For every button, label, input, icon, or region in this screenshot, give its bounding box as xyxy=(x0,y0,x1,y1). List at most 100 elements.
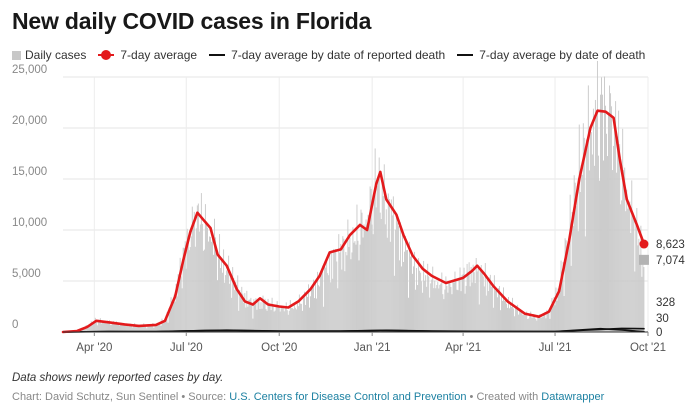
daily-case-bar xyxy=(344,271,346,332)
daily-case-bar xyxy=(509,308,510,332)
daily-case-bar xyxy=(643,267,645,332)
daily-case-bar xyxy=(113,321,114,332)
daily-case-bar xyxy=(441,272,443,332)
daily-case-bar xyxy=(334,250,336,332)
daily-case-bar xyxy=(632,214,634,332)
daily-case-bar xyxy=(629,201,631,332)
daily-case-bar xyxy=(303,291,305,332)
daily-case-bar xyxy=(588,170,590,332)
daily-case-bar xyxy=(478,304,480,332)
daily-case-bar xyxy=(283,311,285,332)
daily-case-bar xyxy=(281,307,283,332)
daily-case-bar xyxy=(149,325,151,332)
daily-case-bar xyxy=(421,281,423,332)
source-link[interactable]: U.S. Centers for Disease Control and Pre… xyxy=(229,391,467,403)
daily-case-bar xyxy=(621,200,623,332)
daily-case-bar xyxy=(343,238,345,332)
daily-case-bar xyxy=(353,242,355,332)
daily-case-bar xyxy=(242,293,244,332)
daily-case-bar xyxy=(178,274,180,332)
daily-case-bar xyxy=(252,318,254,332)
daily-case-bar xyxy=(454,271,456,332)
daily-case-bar xyxy=(146,328,148,332)
daily-case-bar xyxy=(589,134,591,332)
daily-case-bar xyxy=(224,282,226,332)
daily-case-bar xyxy=(122,322,124,332)
daily-case-bar xyxy=(156,323,158,332)
daily-case-bar xyxy=(290,307,292,332)
daily-case-bar xyxy=(391,215,393,332)
daily-case-bar xyxy=(507,307,508,332)
daily-case-bar xyxy=(555,287,557,332)
daily-case-bar xyxy=(217,280,218,332)
daily-case-bar xyxy=(280,308,282,332)
daily-case-bar xyxy=(345,251,347,332)
daily-case-bar xyxy=(446,285,448,332)
daily-case-bar xyxy=(451,294,453,332)
daily-case-bar xyxy=(109,324,111,332)
datawrapper-link[interactable]: Datawrapper xyxy=(541,391,605,403)
daily-case-bar xyxy=(574,182,576,332)
legend-swatch-date-of-death xyxy=(457,54,474,56)
daily-case-bar xyxy=(568,238,570,332)
chart-credits: Chart: David Schutz, Sun Sentinel • Sour… xyxy=(12,391,604,403)
daily-case-bar xyxy=(142,326,144,332)
chart-title: New daily COVID cases in Florida xyxy=(12,8,372,34)
daily-case-bar xyxy=(295,309,297,332)
daily-case-bar xyxy=(336,261,338,332)
daily-case-bar xyxy=(556,300,558,332)
daily-case-bar xyxy=(371,224,373,332)
daily-case-bar xyxy=(184,241,186,332)
daily-case-bar xyxy=(163,321,165,332)
daily-case-bar xyxy=(130,323,132,332)
daily-case-bar xyxy=(154,325,156,332)
daily-case-bar xyxy=(129,323,131,332)
daily-cases-end-label: 7,074 xyxy=(656,255,685,267)
daily-case-bar xyxy=(386,237,388,332)
daily-case-bar xyxy=(311,288,312,332)
daily-case-bar xyxy=(116,321,117,332)
daily-case-bar xyxy=(228,255,230,332)
daily-case-bar xyxy=(87,325,89,332)
daily-case-bar xyxy=(578,124,580,332)
daily-case-bar xyxy=(375,207,377,332)
daily-case-bar xyxy=(537,314,539,332)
daily-case-bar xyxy=(179,257,181,332)
daily-case-bar xyxy=(266,310,268,332)
daily-case-bar xyxy=(284,306,286,332)
daily-case-bar xyxy=(398,260,400,332)
daily-case-bar xyxy=(251,302,253,332)
daily-case-bar xyxy=(590,132,592,332)
daily-case-bar xyxy=(302,297,304,332)
daily-case-bar xyxy=(194,246,196,332)
daily-case-bar xyxy=(93,321,95,332)
daily-case-bar xyxy=(440,283,442,332)
daily-case-bar xyxy=(506,303,507,332)
daily-case-bar xyxy=(104,321,106,332)
daily-case-bar xyxy=(640,225,642,332)
daily-case-bar xyxy=(248,299,250,332)
daily-case-bar xyxy=(567,242,569,332)
daily-case-bar xyxy=(603,160,604,332)
daily-case-bar xyxy=(92,321,94,332)
daily-case-bar xyxy=(591,154,593,332)
daily-case-bar xyxy=(473,272,475,332)
daily-case-bar xyxy=(167,322,169,332)
daily-case-bar xyxy=(135,325,137,332)
daily-case-bar xyxy=(413,266,414,332)
daily-case-bar xyxy=(318,285,320,332)
daily-case-bar xyxy=(434,280,436,332)
daily-case-bar xyxy=(355,244,357,332)
daily-case-bar xyxy=(412,273,413,332)
daily-case-bar xyxy=(298,294,300,332)
daily-case-bar xyxy=(271,297,273,332)
daily-case-bar xyxy=(293,304,295,332)
x-tick-label: Oct '20 xyxy=(261,342,297,354)
daily-case-bar xyxy=(128,326,130,332)
daily-case-bar xyxy=(452,281,454,332)
daily-case-bar xyxy=(121,322,123,332)
daily-case-bar xyxy=(342,236,344,332)
daily-case-bar xyxy=(181,288,183,332)
daily-case-bar xyxy=(464,293,466,332)
daily-case-bar xyxy=(605,105,606,332)
